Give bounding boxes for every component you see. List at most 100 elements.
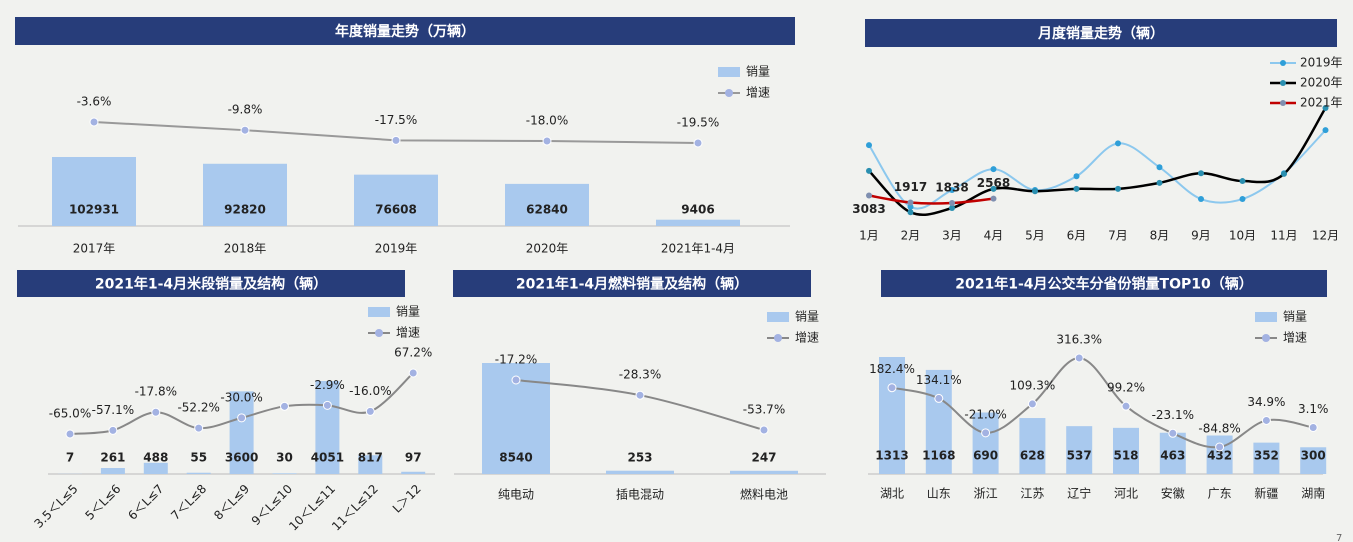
bar-value-label: 300: [1301, 449, 1326, 463]
growth-value-label: -17.2%: [495, 353, 537, 367]
bar: [1113, 427, 1139, 474]
series-marker: [1156, 179, 1163, 186]
growth-value-label: 182.4%: [869, 362, 915, 376]
x-tick-label: 2018年: [224, 242, 267, 256]
series-marker: [1156, 164, 1163, 171]
growth-marker: [65, 429, 75, 439]
bar: [1253, 442, 1280, 474]
growth-marker: [151, 407, 161, 417]
growth-marker: [934, 393, 944, 403]
growth-value-label: -17.8%: [135, 385, 177, 399]
series-marker: [1198, 196, 1204, 203]
growth-value-label: 34.9%: [1247, 395, 1285, 409]
x-tick-label: 8月: [1150, 229, 1170, 243]
x-tick-label: 辽宁: [1067, 486, 1091, 501]
bar: [401, 471, 426, 474]
legend-swatch: [1255, 312, 1277, 322]
bar: [1159, 432, 1186, 474]
bar-value-label: 76608: [375, 203, 417, 217]
bar: [100, 468, 125, 474]
growth-marker: [1308, 422, 1318, 432]
bar-value-label: 3600: [225, 451, 258, 465]
series-marker: [949, 199, 955, 206]
series-marker: [949, 187, 955, 194]
growth-value-label: 109.3%: [1010, 378, 1056, 392]
growth-value-label: 134.1%: [916, 373, 962, 387]
bar-value-label: 247: [751, 451, 776, 465]
legend-swatch: [767, 312, 789, 322]
bar-value-label: 690: [973, 449, 998, 463]
growth-marker: [280, 401, 289, 411]
bar-value-label: 102931: [69, 203, 119, 217]
data-label: 2568: [977, 176, 1010, 190]
x-tick-label: 1月: [859, 229, 879, 243]
bar-value-label: 432: [1207, 449, 1232, 463]
bar: [1066, 426, 1093, 474]
growth-value-label: -17.5%: [375, 113, 417, 127]
panel-header: [865, 19, 1337, 47]
bar: [1019, 418, 1046, 474]
x-tick-label: 3月: [942, 229, 962, 243]
bar: [354, 174, 438, 226]
bar-value-label: 817: [358, 451, 383, 465]
panel-header: [881, 270, 1327, 297]
growth-value-label: -23.1%: [1152, 408, 1194, 422]
x-tick-label: 河北: [1114, 487, 1138, 501]
growth-marker: [322, 400, 332, 410]
growth-value-label: -2.9%: [310, 378, 345, 392]
series-marker: [907, 199, 914, 206]
x-tick-label: 燃料电池: [740, 487, 788, 502]
legend-swatch: [375, 329, 383, 337]
x-tick-label: 广东: [1208, 487, 1232, 501]
page-number: 7: [1336, 533, 1342, 542]
series-marker: [866, 167, 872, 174]
legend-swatch: [1262, 334, 1270, 342]
bar-value-label: 488: [143, 451, 168, 465]
series-marker: [949, 205, 955, 212]
x-tick-label: 2月: [901, 229, 921, 243]
x-tick-label: 新疆: [1254, 486, 1278, 501]
growth-line: [515, 379, 765, 431]
growth-marker: [542, 136, 552, 146]
series-marker: [1239, 196, 1246, 203]
panel-title: 2021年1-4月公交车分省份销量TOP10（辆）: [955, 276, 1252, 293]
data-label: 3083: [852, 202, 885, 216]
series-marker: [1198, 170, 1204, 177]
x-tick-label: 4月: [984, 229, 1004, 243]
bar-value-label: 7: [66, 451, 74, 465]
x-tick-label: 2021年1-4月: [661, 242, 735, 256]
series-marker: [990, 166, 997, 173]
bar: [1300, 447, 1327, 474]
growth-value-label: -53.7%: [743, 403, 785, 417]
x-tick-label: 12月: [1312, 229, 1339, 243]
bar-value-label: 62840: [526, 203, 568, 217]
bar-value-label: 518: [1113, 449, 1138, 463]
growth-marker: [635, 390, 645, 400]
growth-marker: [981, 428, 991, 438]
x-tick-label: 江苏: [1020, 487, 1044, 501]
bar-value-label: 97: [405, 451, 422, 465]
bar: [879, 357, 905, 474]
bar-value-label: 9406: [681, 203, 714, 217]
x-tick-label: 2017年: [73, 242, 116, 256]
panel-header: [453, 270, 811, 297]
bar: [730, 470, 798, 474]
bar: [656, 219, 740, 226]
growth-value-label: -65.0%: [49, 407, 91, 421]
growth-marker: [237, 413, 247, 423]
series-marker: [1322, 105, 1329, 111]
series-marker: [1073, 173, 1080, 180]
growth-value-label: -52.2%: [177, 401, 219, 415]
x-tick-label: 纯电动: [498, 488, 534, 502]
series-marker: [1322, 127, 1329, 134]
legend-swatch: [718, 67, 740, 77]
growth-line: [891, 356, 1314, 449]
growth-marker: [1074, 353, 1084, 363]
growth-value-label: -18.0%: [526, 114, 568, 128]
bar-value-label: 537: [1067, 449, 1092, 463]
x-tick-label: 3.5＜L≤5: [31, 482, 80, 531]
x-tick-label: 6＜L≤7: [125, 482, 166, 523]
bar: [972, 412, 999, 474]
growth-value-label: -84.8%: [1198, 422, 1240, 436]
legend-label: 增速: [795, 331, 819, 345]
